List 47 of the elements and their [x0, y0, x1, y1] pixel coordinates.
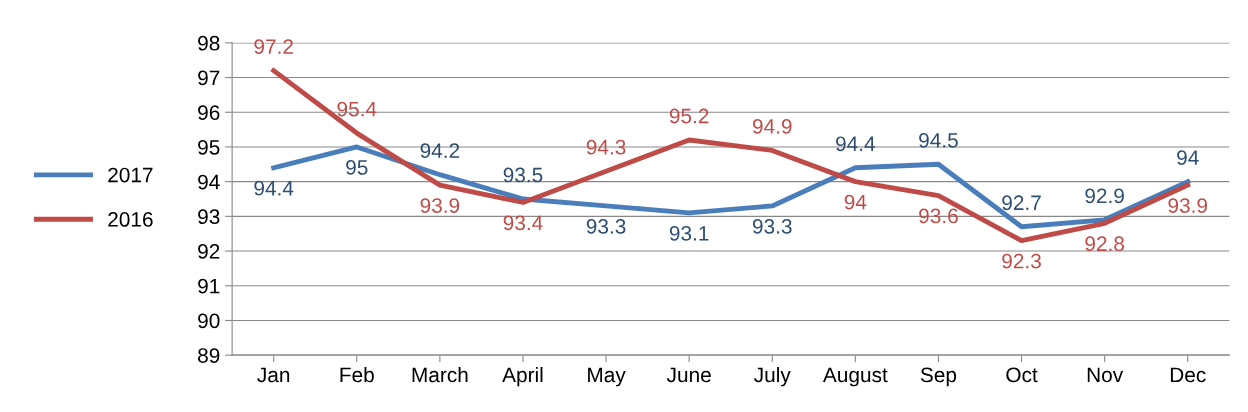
- x-tick-label: Feb: [340, 366, 374, 383]
- x-tick-label: Jan: [257, 367, 290, 383]
- x-tick-label: August: [822, 367, 888, 387]
- data-label: 94: [844, 194, 867, 210]
- data-label: 93.5: [503, 167, 543, 183]
- data-label: 93.3: [752, 219, 792, 234]
- y-tick-label: 96: [198, 105, 220, 120]
- data-label: 94.9: [752, 119, 792, 134]
- y-tick-label: 89: [198, 348, 220, 363]
- data-label: 95.4: [337, 101, 377, 117]
- y-tick-label: 94: [198, 174, 220, 190]
- data-label: 93.9: [1168, 198, 1208, 213]
- x-tick-label: July: [754, 366, 791, 387]
- data-label: 94.5: [919, 132, 958, 148]
- y-tick-label: 92: [198, 244, 220, 259]
- data-label: 95.2: [669, 108, 709, 124]
- data-label: 94.4: [836, 136, 876, 152]
- data-label: 92.3: [1002, 253, 1041, 269]
- y-tick-label: 98: [198, 35, 220, 51]
- y-tick-label: 95: [198, 139, 220, 155]
- data-label: 95: [346, 160, 368, 175]
- y-tick-label: 90: [198, 313, 220, 329]
- data-label: 94.4: [254, 180, 294, 196]
- data-label: 93.3: [586, 219, 626, 234]
- data-label: 92.9: [1085, 188, 1124, 204]
- x-tick-label: March: [412, 366, 468, 383]
- data-label: 92.8: [1085, 236, 1125, 252]
- x-tick-label: Nov: [1087, 367, 1124, 383]
- data-label: 93.4: [503, 215, 543, 231]
- x-tick-label: Sep: [920, 367, 957, 387]
- data-label: 94.2: [420, 143, 460, 159]
- data-label: 94: [1177, 150, 1199, 166]
- y-tick-label: 93: [198, 209, 220, 225]
- x-tick-label: April: [502, 366, 543, 387]
- data-label: 94.3: [586, 139, 626, 155]
- x-tick-label: June: [666, 367, 711, 383]
- legend-label: 2017: [108, 167, 153, 183]
- data-label: 92.7: [1002, 195, 1041, 211]
- x-tick-label: Dec: [1170, 367, 1206, 383]
- data-label: 93.9: [420, 198, 460, 213]
- y-tick-label: 91: [198, 278, 220, 294]
- x-tick-label: Oct: [1006, 367, 1038, 383]
- legend-label: 2016: [108, 212, 153, 227]
- y-tick-label: 97: [198, 70, 220, 86]
- x-tick-label: May: [588, 367, 626, 387]
- data-label: 93.1: [669, 225, 709, 241]
- data-label: 97.2: [254, 39, 293, 54]
